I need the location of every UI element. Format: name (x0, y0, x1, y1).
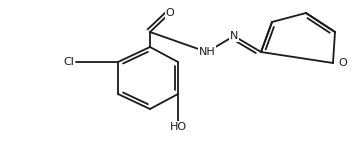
Text: O: O (166, 8, 174, 18)
Text: N: N (230, 31, 238, 41)
Text: NH: NH (199, 47, 215, 57)
Text: HO: HO (170, 122, 186, 132)
Text: Cl: Cl (63, 57, 74, 67)
Text: O: O (338, 58, 347, 68)
